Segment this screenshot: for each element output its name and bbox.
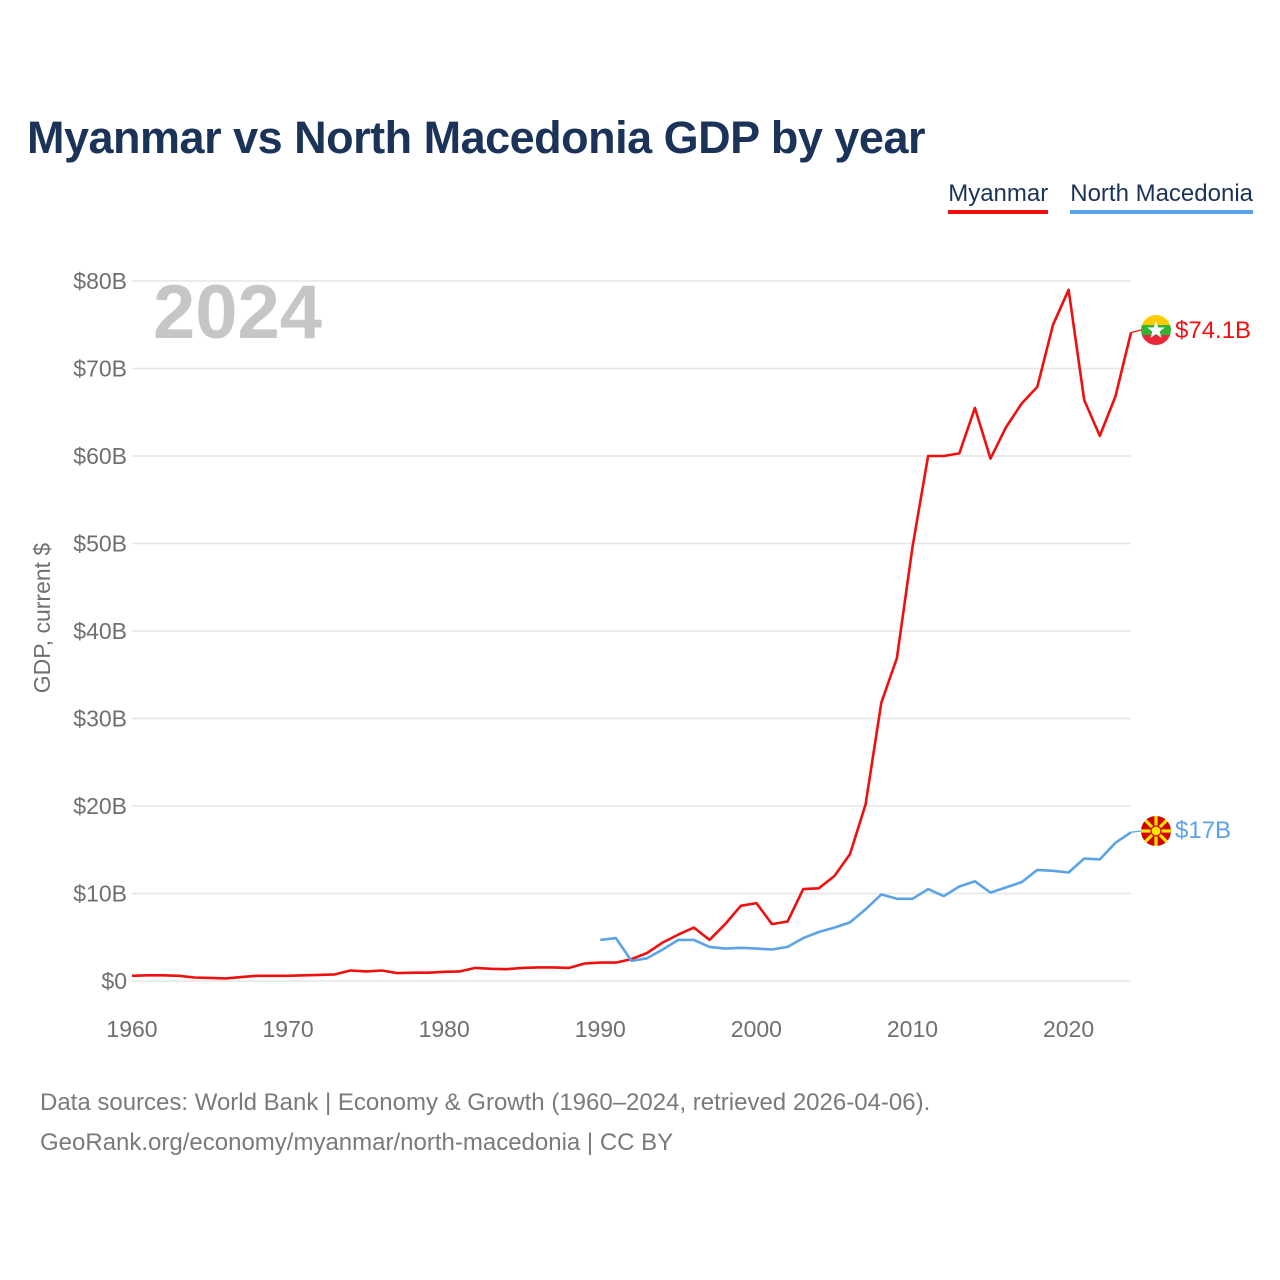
x-tick-label: 1990 <box>575 1016 626 1042</box>
line-chart: 2024 $0$10B$20B$30B$40B$50B$60B$70B$80B … <box>29 268 1251 1042</box>
x-tick-label: 1970 <box>263 1016 314 1042</box>
y-tick-label: $20B <box>73 793 127 819</box>
x-tick-label: 2000 <box>731 1016 782 1042</box>
y-tick-label: $10B <box>73 881 127 907</box>
series-line-myanmar[interactable] <box>131 288 1133 980</box>
legend-item-myanmar[interactable]: Myanmar <box>948 180 1049 214</box>
footer-attribution[interactable]: GeoRank.org/economy/myanmar/north-macedo… <box>40 1129 674 1156</box>
x-tick-label: 1960 <box>106 1016 157 1042</box>
y-tick-label: $80B <box>73 268 127 294</box>
end-connector <box>1130 329 1142 334</box>
gridlines <box>132 280 1131 982</box>
y-tick-label: $50B <box>73 531 127 557</box>
x-tick-label: 1980 <box>419 1016 470 1042</box>
series-lines <box>131 288 1142 980</box>
y-tick-label: $40B <box>73 618 127 644</box>
y-axis-ticks: $0 $10B $20B $30B $40B $50B $60B $70B $80B <box>73 268 127 994</box>
north-macedonia-end-label: $17B <box>1175 817 1231 844</box>
y-tick-label: $60B <box>73 443 127 469</box>
footer: Data sources: World Bank | Economy & Gro… <box>40 1083 930 1163</box>
legend-item-north-macedonia[interactable]: North Macedonia <box>1070 180 1253 214</box>
myanmar-end-label: $74.1B <box>1175 317 1251 344</box>
footer-sources: Data sources: World Bank | Economy & Gro… <box>40 1089 931 1116</box>
y-tick-label: $0 <box>101 968 127 994</box>
chart-title: Myanmar vs North Macedonia GDP by year <box>27 112 926 163</box>
legend: Myanmar North Macedonia <box>948 180 1253 214</box>
end-connector <box>1130 830 1142 833</box>
year-watermark: 2024 <box>153 270 322 355</box>
myanmar-flag-icon <box>1141 315 1171 345</box>
north-macedonia-flag-icon <box>1141 816 1171 846</box>
x-axis-ticks: 1960 1970 1980 1990 2000 2010 2020 <box>106 1016 1094 1042</box>
y-tick-label: $30B <box>73 706 127 732</box>
y-tick-label: $70B <box>73 356 127 382</box>
x-tick-label: 2010 <box>887 1016 938 1042</box>
series-line-north-macedonia[interactable] <box>600 831 1132 963</box>
x-tick-label: 2020 <box>1043 1016 1094 1042</box>
y-axis-label: GDP, current $ <box>29 543 55 694</box>
